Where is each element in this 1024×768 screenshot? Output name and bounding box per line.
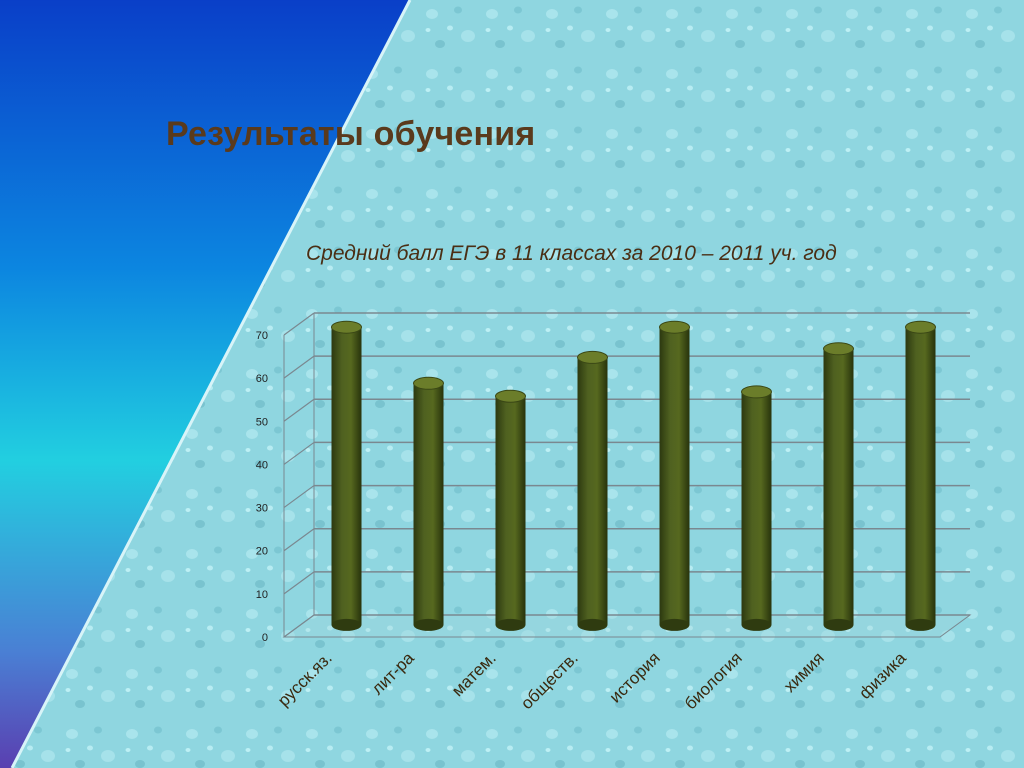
bar-top (659, 320, 690, 334)
bar (823, 342, 854, 631)
y-tick-label: 30 (256, 503, 268, 515)
chart-grid (282, 312, 972, 638)
gridline-diagonal (283, 355, 315, 379)
bar (659, 320, 690, 631)
x-tick-label: физика (855, 648, 910, 703)
y-axis: 0 10 20 30 40 50 60 70 (256, 330, 268, 644)
y-tick-label: 0 (262, 632, 268, 644)
bar-top (577, 350, 608, 364)
y-tick-label: 10 (256, 589, 268, 601)
gridline-diagonal (283, 441, 315, 465)
bar-base (495, 618, 526, 631)
gridline-diagonal (283, 528, 315, 552)
y-tick-label: 60 (256, 373, 268, 385)
bar-top (741, 385, 772, 399)
bars (331, 320, 936, 631)
gridline-diagonal (283, 571, 315, 595)
bar (495, 389, 526, 631)
bar (331, 320, 362, 631)
bar (413, 376, 444, 631)
bar-body (659, 327, 690, 625)
bar-base (413, 618, 444, 631)
x-axis: русск.яз. лит-ра матем. обществ. история биол… (274, 648, 910, 713)
x-tick-label: биология (681, 648, 746, 713)
blue-triangle-decoration (0, 0, 410, 768)
bar-body (577, 357, 608, 625)
bar-base (577, 618, 608, 631)
x-tick-label: химия (780, 648, 828, 696)
bar-base (331, 618, 362, 631)
gridline-diagonal (283, 485, 315, 509)
gridline-diagonal (283, 312, 315, 336)
y-tick-label: 20 (256, 546, 268, 558)
bar-body (741, 391, 772, 625)
slide-title: Результаты обучения (166, 115, 536, 153)
bar (577, 350, 608, 631)
bar-top (905, 320, 936, 334)
bar-top (823, 342, 854, 356)
bar-base (659, 618, 690, 631)
bar-body (495, 396, 526, 625)
y-tick-label: 70 (256, 330, 268, 342)
x-tick-label: лит-ра (368, 648, 418, 698)
bar-body (823, 348, 854, 625)
bar-top (331, 320, 362, 334)
bar-body (413, 383, 444, 625)
bar (741, 385, 772, 631)
bar-body (331, 327, 362, 625)
y-tick-label: 50 (256, 416, 268, 428)
y-tick-label: 40 (256, 459, 268, 471)
x-tick-label: матем. (448, 648, 500, 700)
bar-body (905, 327, 936, 625)
bar (905, 320, 936, 631)
bar-base (823, 618, 854, 631)
chart-subtitle: Средний балл ЕГЭ в 11 классах за 2010 – … (306, 242, 837, 265)
bar-top (495, 389, 526, 403)
bar-base (905, 618, 936, 631)
gridline-diagonal (283, 398, 315, 422)
bar-base (741, 618, 772, 631)
gridline-diagonal (283, 614, 315, 638)
bar-top (413, 376, 444, 390)
x-tick-label: русск.яз. (274, 648, 336, 710)
x-tick-label: обществ. (517, 648, 582, 713)
x-tick-label: история (606, 648, 664, 706)
